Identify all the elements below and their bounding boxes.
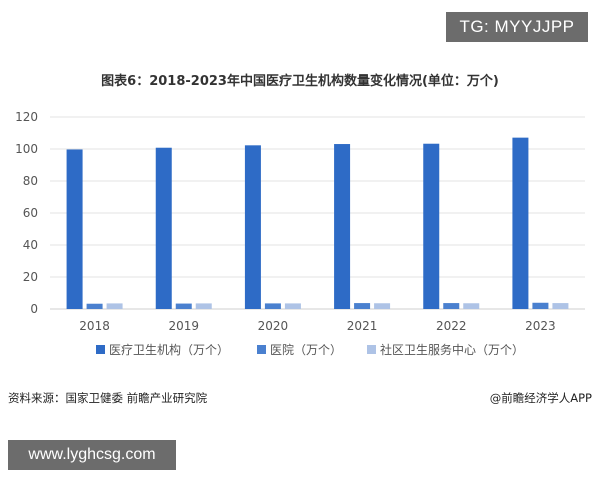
- bar-2018-series-2: [106, 303, 123, 309]
- legend-swatch: [367, 345, 376, 354]
- bar-2018-series-1: [86, 303, 103, 309]
- data-source-note: 资料来源：国家卫健委 前瞻产业研究院: [8, 391, 208, 405]
- bar-2019-series-0: [155, 147, 172, 309]
- brand-credit: @前瞻经济学人APP: [489, 391, 592, 405]
- tg-watermark-badge: TG: MYYJJPP: [446, 12, 588, 42]
- grid-lines: [50, 116, 585, 310]
- y-tick-label: 80: [23, 174, 38, 188]
- y-tick-label: 0: [30, 302, 38, 316]
- bar-2020-series-1: [264, 303, 281, 309]
- x-tick-label: 2019: [168, 319, 199, 333]
- chart-title: 图表6：2018-2023年中国医疗卫生机构数量变化情况(单位：万个): [101, 74, 499, 89]
- bar-2022-series-0: [423, 143, 440, 309]
- y-tick-label: 60: [23, 206, 38, 220]
- bar-2018-series-0: [66, 149, 83, 309]
- y-axis-ticks: 0 20 40 60 80 100 120: [15, 110, 38, 316]
- bar-2023-series-2: [552, 303, 569, 309]
- legend-swatch: [257, 345, 266, 354]
- y-tick-label: 100: [15, 142, 38, 156]
- site-watermark-badge: www.lyghcsg.com: [8, 440, 176, 470]
- y-tick-label: 40: [23, 238, 38, 252]
- bar-2019-series-2: [195, 303, 212, 309]
- bar-2022-series-2: [463, 303, 480, 309]
- x-tick-label: 2018: [79, 319, 110, 333]
- legend-label: 社区卫生服务中心（万个）: [380, 342, 524, 357]
- bar-2020-series-2: [284, 303, 301, 309]
- x-tick-label: 2021: [347, 319, 378, 333]
- bar-2021-series-2: [374, 303, 391, 309]
- legend-swatch: [96, 345, 105, 354]
- bar-2021-series-0: [334, 144, 351, 309]
- y-tick-label: 20: [23, 270, 38, 284]
- x-tick-label: 2020: [258, 319, 289, 333]
- bar-2022-series-1: [443, 303, 460, 309]
- bar-2019-series-1: [175, 303, 192, 309]
- legend-label: 医疗卫生机构（万个）: [109, 342, 229, 357]
- bar-2023-series-0: [512, 137, 529, 309]
- bar-2020-series-0: [244, 145, 261, 309]
- legend: 医疗卫生机构（万个） 医院（万个） 社区卫生服务中心（万个）: [96, 342, 524, 357]
- bar-2021-series-1: [354, 303, 371, 309]
- x-tick-label: 2023: [525, 319, 556, 333]
- legend-label: 医院（万个）: [270, 343, 342, 357]
- x-axis-ticks: 2018 2019 2020 2021 2022 2023: [79, 319, 555, 333]
- bars: [66, 137, 569, 309]
- y-tick-label: 120: [15, 110, 38, 124]
- bar-2023-series-1: [532, 302, 549, 309]
- x-tick-label: 2022: [436, 319, 467, 333]
